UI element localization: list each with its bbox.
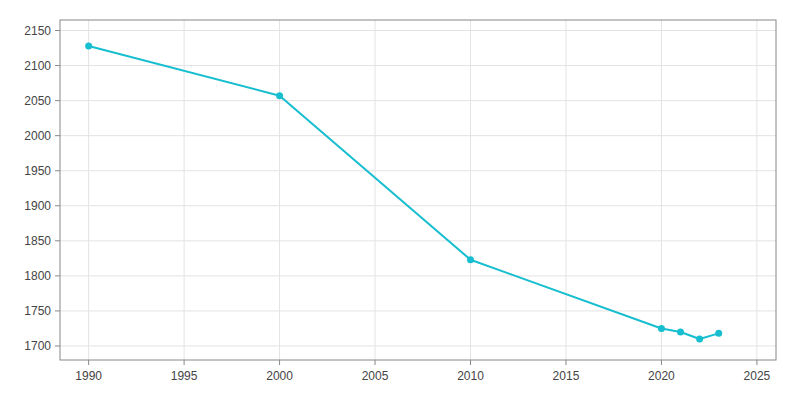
x-tick-label: 2010 xyxy=(457,369,484,383)
x-tick-label: 1995 xyxy=(171,369,198,383)
marker xyxy=(677,328,684,335)
x-tick xyxy=(756,360,757,365)
x-grid-line xyxy=(565,20,566,360)
x-grid-line xyxy=(756,20,757,360)
plot-area xyxy=(60,20,776,360)
y-tick-label: 1950 xyxy=(24,164,51,178)
plot-frame xyxy=(60,20,776,360)
tick-labels: 1990 1995 2000 2005 2010 2015 2020 2025 1700 1750… xyxy=(24,24,770,383)
x-tick xyxy=(375,360,376,365)
x-grid-line xyxy=(470,20,471,360)
y-grid-line xyxy=(60,275,776,276)
marker xyxy=(467,256,474,263)
x-grid-line xyxy=(375,20,376,360)
y-tick-label: 1900 xyxy=(24,199,51,213)
y-tick xyxy=(55,135,60,136)
y-grid-line xyxy=(60,240,776,241)
chart-container: 1990 1995 2000 2005 2010 2015 2020 2025 1700 1750… xyxy=(0,0,800,400)
y-tick xyxy=(55,100,60,101)
x-grid-line xyxy=(279,20,280,360)
y-grid-line xyxy=(60,205,776,206)
series xyxy=(85,42,722,342)
marker xyxy=(85,42,92,49)
y-tick-label: 2000 xyxy=(24,129,51,143)
x-tick-label: 2025 xyxy=(744,369,771,383)
x-tick-label: 2000 xyxy=(266,369,293,383)
y-grid-line xyxy=(60,170,776,171)
y-tick-label: 1800 xyxy=(24,269,51,283)
y-tick xyxy=(55,30,60,31)
grid xyxy=(60,20,776,360)
y-grid-line xyxy=(60,345,776,346)
x-tick-label: 1990 xyxy=(75,369,102,383)
x-tick xyxy=(279,360,280,365)
marker xyxy=(658,325,665,332)
marker xyxy=(276,92,283,99)
y-grid-line xyxy=(60,310,776,311)
y-tick-label: 1750 xyxy=(24,304,51,318)
x-grid-line xyxy=(88,20,89,360)
x-tick xyxy=(565,360,566,365)
x-tick-label: 2005 xyxy=(362,369,389,383)
y-grid-line xyxy=(60,30,776,31)
y-tick xyxy=(55,275,60,276)
y-tick xyxy=(55,170,60,171)
y-grid-line xyxy=(60,135,776,136)
x-tick xyxy=(184,360,185,365)
y-tick xyxy=(55,240,60,241)
y-tick xyxy=(55,205,60,206)
marker xyxy=(715,330,722,337)
x-tick xyxy=(661,360,662,365)
y-tick xyxy=(55,310,60,311)
y-tick xyxy=(55,345,60,346)
line xyxy=(89,46,719,339)
y-tick-label: 1700 xyxy=(24,339,51,353)
chart: 1990 1995 2000 2005 2010 2015 2020 2025 1700 1750… xyxy=(0,0,800,400)
x-tick-label: 2020 xyxy=(648,369,675,383)
y-tick-label: 1850 xyxy=(24,234,51,248)
y-tick xyxy=(55,65,60,66)
y-tick-label: 2050 xyxy=(24,94,51,108)
y-tick-label: 2100 xyxy=(24,59,51,73)
x-tick xyxy=(470,360,471,365)
x-tick-label: 2015 xyxy=(553,369,580,383)
marker xyxy=(696,335,703,342)
y-tick-label: 2150 xyxy=(24,24,51,38)
y-grid-line xyxy=(60,100,776,101)
x-tick xyxy=(88,360,89,365)
x-grid-line xyxy=(661,20,662,360)
